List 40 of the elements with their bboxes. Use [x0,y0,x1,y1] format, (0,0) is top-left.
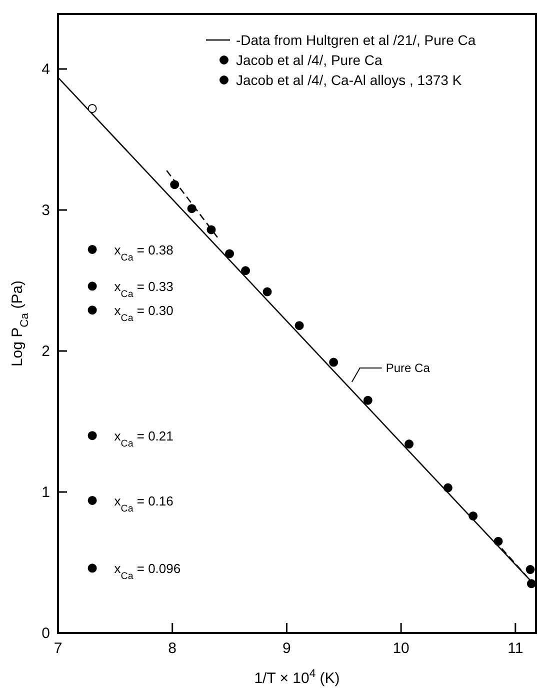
x-tick-label: 7 [54,640,62,657]
point [404,440,414,449]
y-tick-label: 3 [42,202,50,219]
point [88,244,97,254]
point [88,282,97,291]
annotation: x$_{Ca}$ = 0.38 [114,242,174,263]
x-tick-label: 8 [168,640,177,657]
point [88,496,97,505]
y-tick-label: 1 [42,484,50,501]
x-axis-title: 1/T × 10$^{4}$ (K) [254,668,340,687]
point [88,306,97,315]
point [225,249,234,258]
annotation: x$_{Ca}$ = 0.30 [114,303,174,324]
point [363,396,372,405]
point [294,321,304,330]
legend-label: Jacob et al /4/, Ca-Al alloys , 1373 K [236,72,462,88]
x-tick-label: 10 [392,640,410,657]
point [443,483,452,492]
point [241,266,250,276]
point [468,511,478,520]
legend-label: Jacob et al /4/, Pure Ca [236,52,383,68]
annotation: Pure Ca [386,361,430,376]
point [88,564,97,573]
point [494,536,503,546]
annotation: x$_{Ca}$ = 0.33 [114,279,174,300]
point [526,565,535,574]
annotation: x$_{Ca}$ = 0.16 [114,493,174,514]
annotation: x$_{Ca}$ = 0.21 [114,428,174,450]
annotation: x$_{Ca}$ = 0.096 [114,561,181,582]
y-tick-label: 4 [42,60,50,78]
point [88,431,97,440]
x-tick-label: 9 [282,640,291,657]
y-tick-label: 0 [42,625,50,642]
point [329,358,338,367]
point [262,287,272,296]
legend-label: -Data from Hultgren et al /21/, Pure Ca [236,32,476,48]
y-tick-label: 2 [42,342,50,360]
point [88,104,97,113]
x-tick-label: 11 [508,640,524,657]
point [526,579,536,588]
